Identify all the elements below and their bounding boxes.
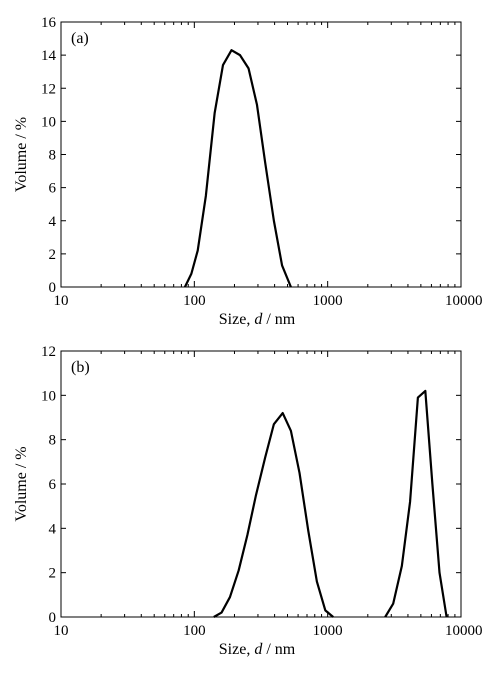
y-tick-label-b: 6	[49, 477, 57, 493]
series-line-b-1	[213, 411, 334, 618]
plot-frame-b	[60, 350, 462, 618]
y-tick-label-b: 8	[49, 433, 57, 449]
y-tick-label-b: 2	[49, 566, 57, 582]
y-tick-label-a: 14	[41, 48, 57, 64]
x-axis-title-prefix: Size,	[219, 641, 255, 658]
y-tick-label-a: 12	[41, 81, 56, 97]
x-axis-title-b: Size, d / nm	[219, 641, 296, 658]
x-axis-title-unit: / nm	[262, 311, 295, 328]
panel-label-b: (b)	[71, 359, 90, 376]
y-tick-label-a: 16	[41, 15, 57, 31]
y-tick-label-a: 2	[49, 247, 57, 263]
y-axis-title-b: Volume / %	[13, 446, 30, 521]
series-line-b-2	[384, 389, 448, 618]
x-tick-label-b: 1000	[313, 623, 343, 639]
chart-panel-b: 0 2 4 6 8 10 12 10 100 1000 10000 (b) Size, d / nm Vo…	[13, 344, 483, 658]
y-tick-label-a: 8	[49, 148, 57, 164]
y-tick-label-a: 6	[49, 181, 57, 197]
x-axis-title-symbol: d	[254, 311, 263, 328]
x-axis-title-a: Size, d / nm	[219, 311, 296, 328]
y-tick-label-b: 12	[41, 344, 56, 360]
plot-frame-a	[60, 21, 462, 288]
x-axis-title-unit: / nm	[262, 641, 295, 658]
series-line-a-1	[183, 49, 292, 288]
x-tick-label-b: 100	[183, 623, 206, 639]
panel-label-a: (a)	[71, 30, 89, 47]
x-tick-label-a: 10	[54, 293, 69, 309]
x-tick-label-a: 1000	[313, 293, 343, 309]
x-tick-label-a: 10000	[445, 293, 483, 309]
y-tick-label-b: 0	[49, 610, 57, 626]
x-tick-label-a: 100	[183, 293, 206, 309]
x-axis-title-prefix: Size,	[219, 311, 255, 328]
y-tick-label-a: 4	[49, 214, 57, 230]
chart-panel-a: 0 2 4 6 8 10 12 14 16 10 100 1000 10000 (a) Size, d / …	[13, 15, 483, 328]
y-tick-label-b: 10	[41, 388, 56, 404]
x-tick-label-b: 10000	[445, 623, 483, 639]
x-axis-title-symbol: d	[254, 641, 263, 658]
y-tick-label-a: 0	[49, 280, 57, 296]
y-tick-label-a: 10	[41, 114, 56, 130]
x-tick-label-b: 10	[54, 623, 69, 639]
y-tick-label-b: 4	[49, 521, 57, 537]
y-axis-title-a: Volume / %	[13, 117, 30, 192]
